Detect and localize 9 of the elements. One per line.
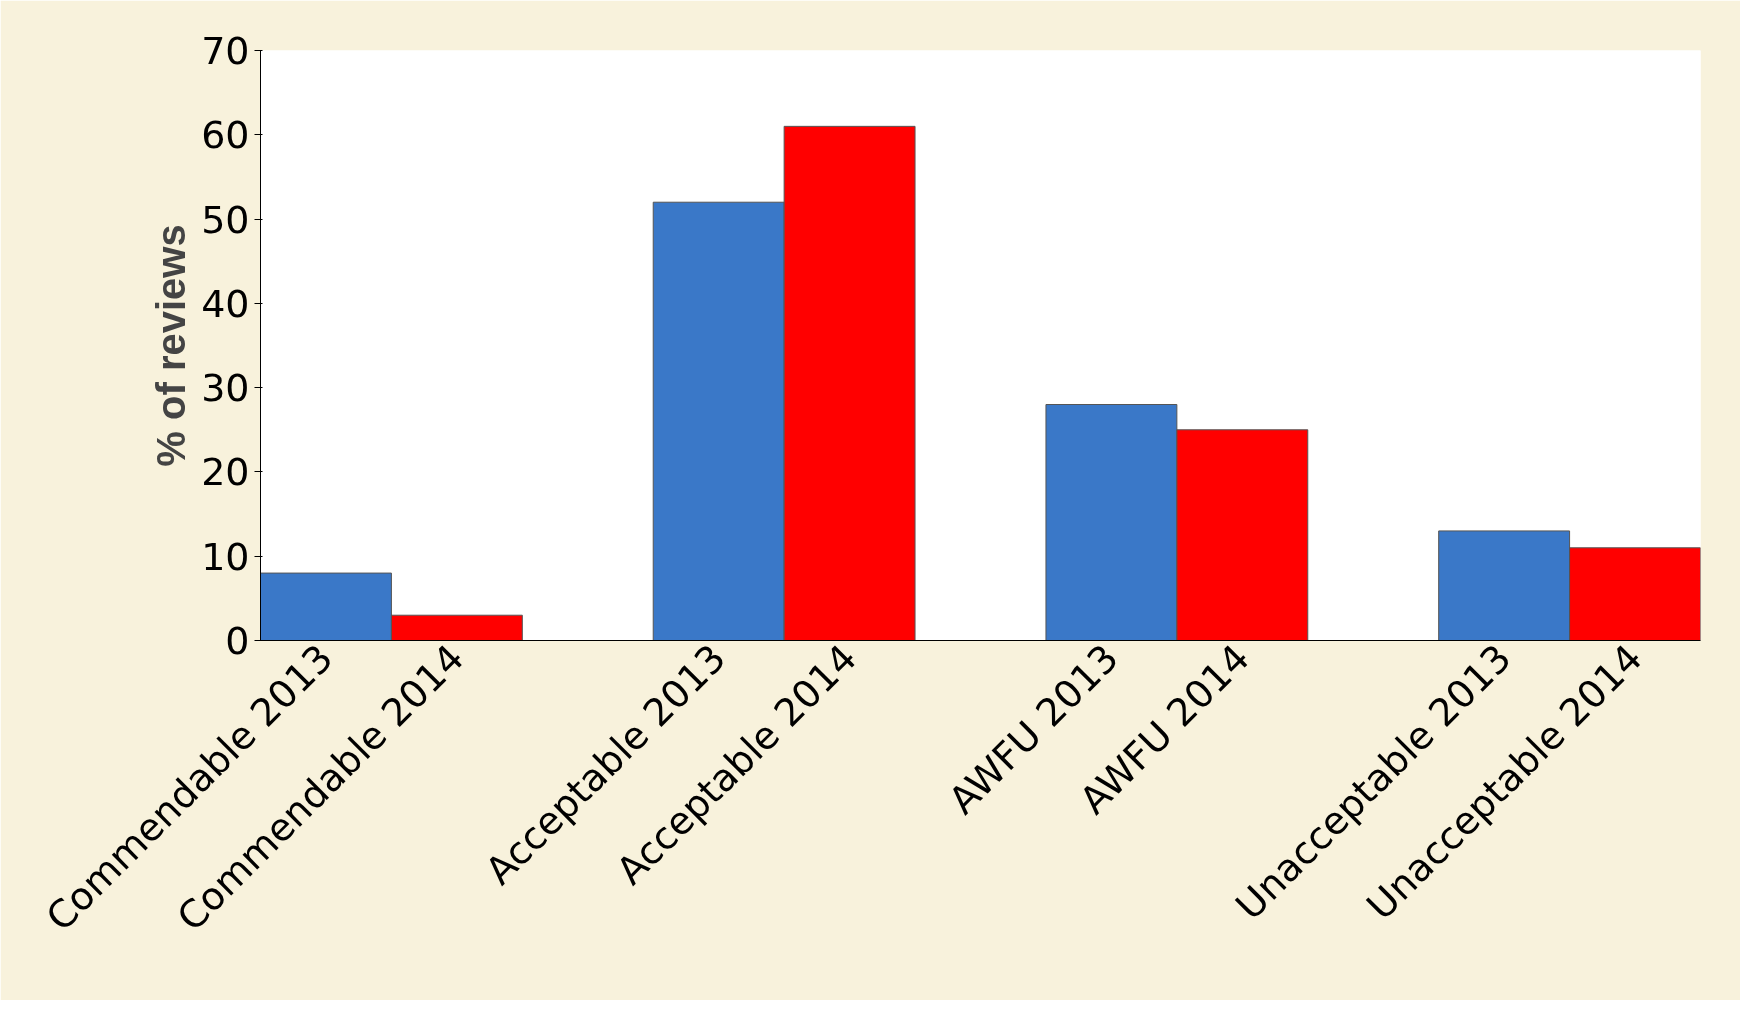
y-tick-label: 30 [201,366,250,411]
y-tick-label: 60 [201,113,250,158]
y-tick-label: 70 [201,29,250,73]
y-axis-title: % of reviews [149,224,194,467]
y-tick-label: 40 [201,281,250,326]
y-tick-label: 10 [201,534,250,579]
y-tick-label: 20 [201,450,250,495]
y-tick-label: 50 [201,197,250,242]
y-tick-label: 0 [225,619,250,663]
